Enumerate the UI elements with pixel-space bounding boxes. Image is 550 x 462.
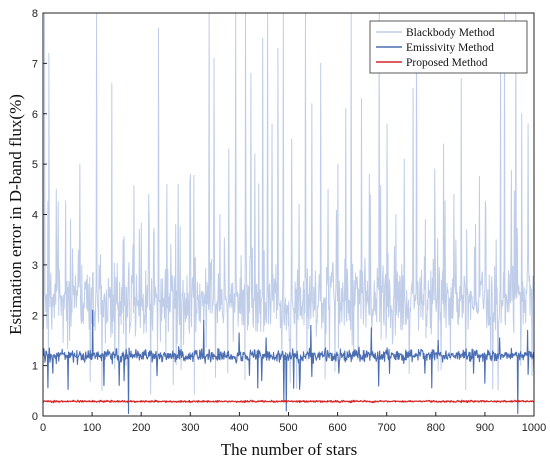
y-tick-label: 5: [32, 159, 38, 171]
x-axis-ticks: 0 100 200 300 400 500 600 700 800 900 1000: [40, 412, 546, 434]
x-tick-label: 900: [476, 422, 494, 434]
x-tick-label: 200: [132, 422, 150, 434]
x-tick-label: 300: [181, 422, 199, 434]
x-tick-label: 100: [83, 422, 101, 434]
legend-label-proposed: Proposed Method: [406, 57, 488, 69]
x-tick-label: 500: [279, 422, 297, 434]
legend: Blackbody Method Emissivity Method Propo…: [369, 20, 528, 74]
x-tick-label: 0: [40, 422, 46, 434]
y-tick-label: 1: [32, 361, 38, 373]
y-tick-label: 8: [32, 8, 38, 20]
y-tick-label: 2: [32, 310, 38, 322]
plot-area: [43, 13, 534, 416]
series-line-blackbody-method: [42, 12, 535, 395]
x-tick-label: 800: [427, 422, 445, 434]
y-axis-ticks: 0 1 2 3 4 5 6 7 8: [32, 8, 47, 423]
x-tick-label: 400: [230, 422, 248, 434]
series-line-emissivity-method: [42, 309, 535, 415]
y-axis-title: Estimation error in D-band flux(%): [6, 94, 25, 335]
y-tick-label: 6: [32, 109, 38, 121]
y-tick-label: 3: [32, 260, 38, 272]
y-tick-label: 4: [32, 210, 38, 222]
x-tick-label: 1000: [522, 422, 546, 434]
x-tick-label: 600: [328, 422, 346, 434]
series-layer: [42, 12, 535, 415]
x-axis-title: The number of stars: [221, 440, 357, 459]
legend-label-emissivity: Emissivity Method: [406, 42, 494, 54]
series-line-proposed-method: [42, 399, 535, 404]
legend-label-blackbody: Blackbody Method: [406, 27, 495, 39]
x-tick-label: 700: [378, 422, 396, 434]
y-tick-label: 7: [32, 58, 38, 70]
y-tick-label: 0: [32, 411, 38, 423]
